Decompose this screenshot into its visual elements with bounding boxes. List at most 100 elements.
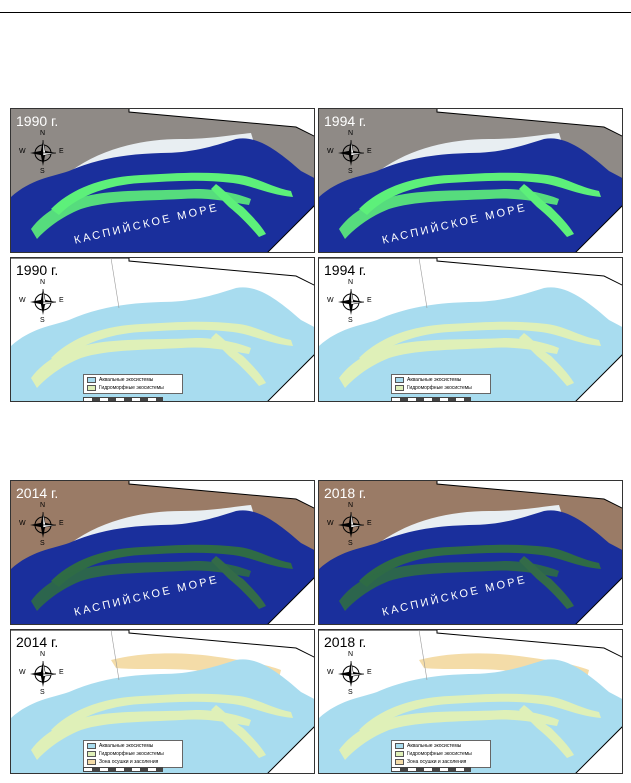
year-label: 1994 г. [324,113,367,129]
panel-map-2014: 2014 г. N S E W Аквальные экосистемы Гидромор… [10,629,315,774]
hydromorphic-zone-outer [31,710,251,760]
legend-label-aquatic: Аквальные экосистемы [407,377,462,383]
compass-w: W [19,297,26,304]
year-label: 2014 г. [16,485,59,501]
compass-e: E [367,669,372,676]
compass-s: S [348,689,353,696]
legend-row-desert: Зона осушки и засоления [395,758,487,766]
compass-rose: N S E W [327,651,372,696]
thematic-map [11,258,314,401]
compass-s: S [40,689,45,696]
compass-rose: N S E W [327,502,372,547]
compass-w: W [327,148,334,155]
satellite-image [319,481,622,624]
compass-n: N [40,279,46,286]
scale-bar [391,767,471,772]
compass-e: E [367,520,372,527]
compass-icon [30,660,57,687]
panel-map-2018: 2018 г. N S E W Аквальные экосистемы Гидромор… [318,629,623,774]
hydromorphic-zone-outer [31,338,251,388]
legend-swatch-aquatic [395,377,404,383]
compass-n: N [348,279,354,286]
delta-hydromorphic-zone [519,705,574,758]
delta-hydromorphic-zone [211,333,266,386]
compass-rose: N S E W [19,502,64,547]
legend-row-hydro: Гидроморфные экосистемы [395,750,487,758]
scale-bar [83,397,163,401]
panel-sat-1994: 1994 г. N S E W КАСПИЙСКОЕ МОРЕ [318,108,623,253]
thematic-map [319,258,622,401]
compass-s: S [40,540,45,547]
compass-icon [338,139,365,166]
satellite-image [11,481,314,624]
compass-n: N [348,130,354,137]
legend-label-hydro: Гидроморфные экосистемы [407,751,472,757]
legend-row-hydro: Гидроморфные экосистемы [395,384,487,392]
panel-map-1994: 1994 г. N S E W Аквальные экосистемы Гидромор… [318,257,623,402]
legend-swatch-aquatic [395,743,404,749]
year-label: 1994 г. [324,262,367,278]
compass-rose: N S E W [327,130,372,175]
legend-label-hydro: Гидроморфные экосистемы [99,385,164,391]
compass-n: N [40,130,46,137]
panel-sat-2014: 2014 г. N S E W КАСПИЙСКОЕ МОРЕ [10,480,315,625]
compass-n: N [348,651,354,658]
compass-rose: N S E W [327,279,372,324]
legend-label-aquatic: Аквальные экосистемы [99,377,154,383]
compass-icon [338,288,365,315]
compass-e: E [59,669,64,676]
compass-rose: N S E W [19,651,64,696]
vegetation-belt-outer [339,561,559,611]
compass-n: N [40,651,46,658]
hydromorphic-zone [359,321,601,364]
delta-vegetation [211,556,266,609]
vegetation-belt [51,544,293,587]
scale-bar [83,767,163,772]
legend-swatch-hydro [395,385,404,391]
legend-swatch-desert [87,759,96,765]
compass-rose: N S E W [19,130,64,175]
legend-row-aquatic: Аквальные экосистемы [395,376,487,384]
legend-row-hydro: Гидроморфные экосистемы [87,384,179,392]
hydromorphic-zone-outer [339,710,559,760]
legend-swatch-aquatic [87,743,96,749]
legend-row-desert: Зона осушки и засоления [87,758,179,766]
hydromorphic-zone [51,321,293,364]
legend-swatch-aquatic [87,377,96,383]
compass-w: W [327,520,334,527]
legend-label-aquatic: Аквальные экосистемы [407,743,462,749]
compass-s: S [348,317,353,324]
map-legend: Аквальные экосистемы Гидроморфные экосист… [83,740,183,768]
hydromorphic-zone-outer [339,338,559,388]
compass-s: S [40,317,45,324]
legend-swatch-desert [395,759,404,765]
panel-sat-1990: 1990 г. N S E W КАСПИЙСКОЕ МОРЕ [10,108,315,253]
compass-s: S [40,168,45,175]
vegetation-belt [359,172,601,215]
legend-row-aquatic: Аквальные экосистемы [395,742,487,750]
compass-w: W [327,297,334,304]
vegetation-belt-outer [31,561,251,611]
hydromorphic-zone [359,693,601,736]
vegetation-belt-outer [339,189,559,239]
compass-e: E [59,148,64,155]
vegetation-belt [359,544,601,587]
compass-icon [30,511,57,538]
vegetation-belt-outer [31,189,251,239]
legend-row-aquatic: Аквальные экосистемы [87,742,179,750]
hydromorphic-zone [51,693,293,736]
top-rule [0,12,631,13]
compass-icon [338,511,365,538]
legend-swatch-hydro [395,751,404,757]
compass-w: W [19,148,26,155]
compass-n: N [40,502,46,509]
compass-e: E [367,148,372,155]
legend-label-desert: Зона осушки и засоления [407,759,467,765]
compass-rose: N S E W [19,279,64,324]
compass-icon [30,288,57,315]
legend-label-hydro: Гидроморфные экосистемы [407,385,472,391]
delta-hydromorphic-zone [519,333,574,386]
compass-w: W [19,520,26,527]
scale-bar [391,397,471,401]
compass-e: E [367,297,372,304]
